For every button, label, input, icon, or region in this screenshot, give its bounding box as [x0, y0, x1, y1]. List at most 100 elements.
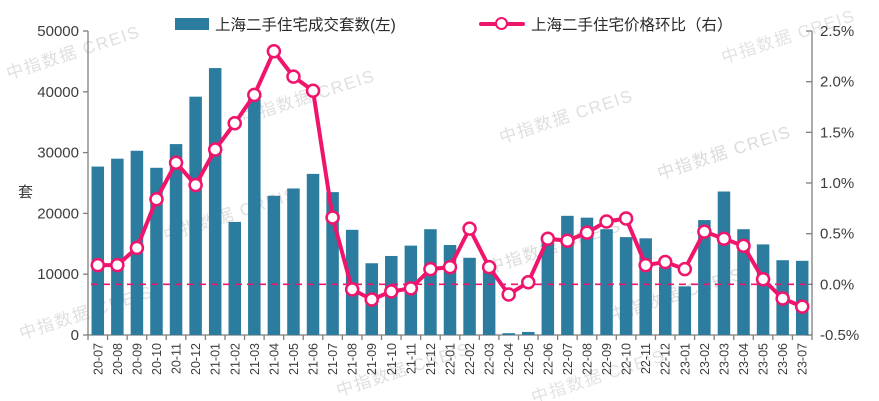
x-tick-label: 22-08 — [580, 343, 594, 375]
right-axis-tick-label: 1.0% — [820, 175, 854, 192]
x-tick-label: 21-06 — [307, 343, 321, 375]
volume-bar — [600, 229, 613, 335]
price-marker — [462, 221, 477, 236]
left-axis-unit-label: 套 — [18, 184, 33, 201]
x-tick-label: 23-06 — [776, 343, 790, 375]
x-tick-label: 23-03 — [717, 343, 731, 375]
volume-bar — [111, 158, 124, 335]
x-tick-label: 23-04 — [737, 343, 751, 375]
price-marker — [247, 87, 262, 103]
volume-bar — [208, 68, 222, 335]
volume-bar — [698, 220, 711, 335]
x-tick-label: 21-03 — [248, 343, 262, 375]
x-tick-label: 21-10 — [385, 343, 399, 375]
right-axis-tick-label: -0.5% — [820, 327, 859, 344]
volume-bar — [619, 237, 633, 335]
right-axis-tick-label: 2.0% — [820, 74, 854, 91]
price-marker — [736, 238, 751, 254]
price-marker — [286, 69, 301, 84]
x-tick-label: 22-05 — [522, 343, 536, 375]
volume-bar — [795, 260, 809, 335]
x-tick-label: 22-04 — [502, 343, 516, 375]
price-marker — [129, 240, 145, 256]
x-tick-label: 22-01 — [444, 343, 458, 375]
price-marker — [618, 211, 634, 226]
volume-bar — [717, 191, 731, 335]
x-tick-label: 21-01 — [209, 343, 223, 375]
price-marker — [657, 254, 673, 270]
price-marker — [384, 284, 399, 299]
x-tick-label: 22-02 — [463, 343, 477, 375]
x-tick-label: 22-12 — [659, 343, 673, 375]
x-tick-label: 21-07 — [326, 343, 340, 375]
volume-bar — [658, 266, 672, 335]
price-marker — [775, 291, 790, 306]
price-marker — [364, 292, 379, 307]
price-marker — [207, 142, 223, 157]
volume-bar — [306, 173, 320, 335]
volume-bar — [91, 166, 105, 335]
price-marker — [90, 257, 106, 273]
left-axis-tick-label: 50000 — [37, 23, 79, 40]
x-tick-label: 20-10 — [150, 343, 164, 375]
price-marker — [168, 155, 184, 170]
x-tick-label: 22-07 — [561, 343, 575, 375]
volume-bar — [287, 188, 300, 335]
x-tick-label: 22-03 — [483, 343, 497, 375]
price-marker — [579, 225, 595, 240]
x-tick-label: 22-06 — [541, 343, 555, 375]
price-marker — [677, 261, 693, 277]
volume-bar — [463, 257, 476, 335]
x-tick-label: 20-12 — [189, 343, 203, 375]
volume-bar — [482, 268, 496, 335]
right-axis-tick-label: 2.5% — [820, 23, 854, 40]
x-tick-label: 20-07 — [91, 343, 105, 375]
volume-bar — [580, 217, 594, 335]
volume-bar — [678, 286, 692, 335]
volume-bar — [169, 144, 183, 335]
left-axis-tick-label: 20000 — [37, 205, 79, 222]
price-marker — [423, 261, 438, 277]
volume-bar — [267, 195, 281, 335]
price-marker — [501, 287, 516, 302]
price-marker — [227, 115, 243, 131]
volume-bar — [756, 244, 770, 335]
left-axis-tick-label: 40000 — [37, 84, 79, 101]
x-tick-label: 23-07 — [796, 343, 810, 375]
volume-bar — [424, 229, 437, 335]
price-marker — [149, 191, 164, 207]
x-tick-label: 23-05 — [757, 343, 771, 375]
x-tick-label: 21-04 — [267, 343, 281, 375]
x-tick-label: 23-01 — [678, 343, 692, 375]
price-marker — [755, 272, 771, 287]
price-marker — [697, 224, 712, 239]
price-marker — [481, 259, 497, 275]
volume-bar — [541, 243, 555, 335]
price-marker — [188, 177, 203, 193]
price-marker — [716, 231, 732, 246]
x-tick-label: 22-11 — [639, 343, 653, 374]
volume-bar — [502, 333, 515, 335]
x-tick-label: 23-02 — [698, 343, 712, 375]
price-marker — [442, 259, 458, 275]
price-marker — [325, 210, 340, 225]
right-axis-tick-label: 1.5% — [820, 124, 854, 141]
volume-bar — [522, 331, 535, 335]
volume-bar — [737, 229, 750, 335]
watermark: 中指数据 CREIS — [655, 122, 794, 183]
right-axis-tick-label: 0.0% — [820, 276, 854, 293]
price-marker — [344, 282, 360, 297]
right-axis-tick-label: 0.5% — [820, 226, 854, 243]
x-tick-label: 21-12 — [424, 343, 438, 375]
price-marker — [599, 214, 614, 229]
watermark: 中指数据 CREIS — [497, 86, 636, 147]
price-marker — [110, 257, 125, 273]
x-tick-label: 22-10 — [620, 343, 634, 375]
x-tick-label: 21-02 — [228, 343, 242, 375]
left-axis-tick-label: 30000 — [37, 145, 79, 162]
x-tick-label: 21-05 — [287, 343, 301, 375]
price-marker — [403, 281, 419, 296]
x-tick-label: 21-08 — [346, 343, 360, 375]
left-axis-tick-label: 0 — [71, 327, 79, 344]
